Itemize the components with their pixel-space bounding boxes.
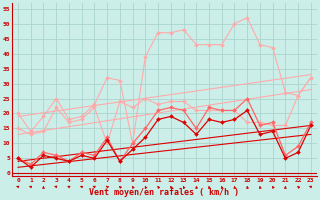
X-axis label: Vent moyen/en rafales ( km/h ): Vent moyen/en rafales ( km/h ) <box>90 188 239 197</box>
